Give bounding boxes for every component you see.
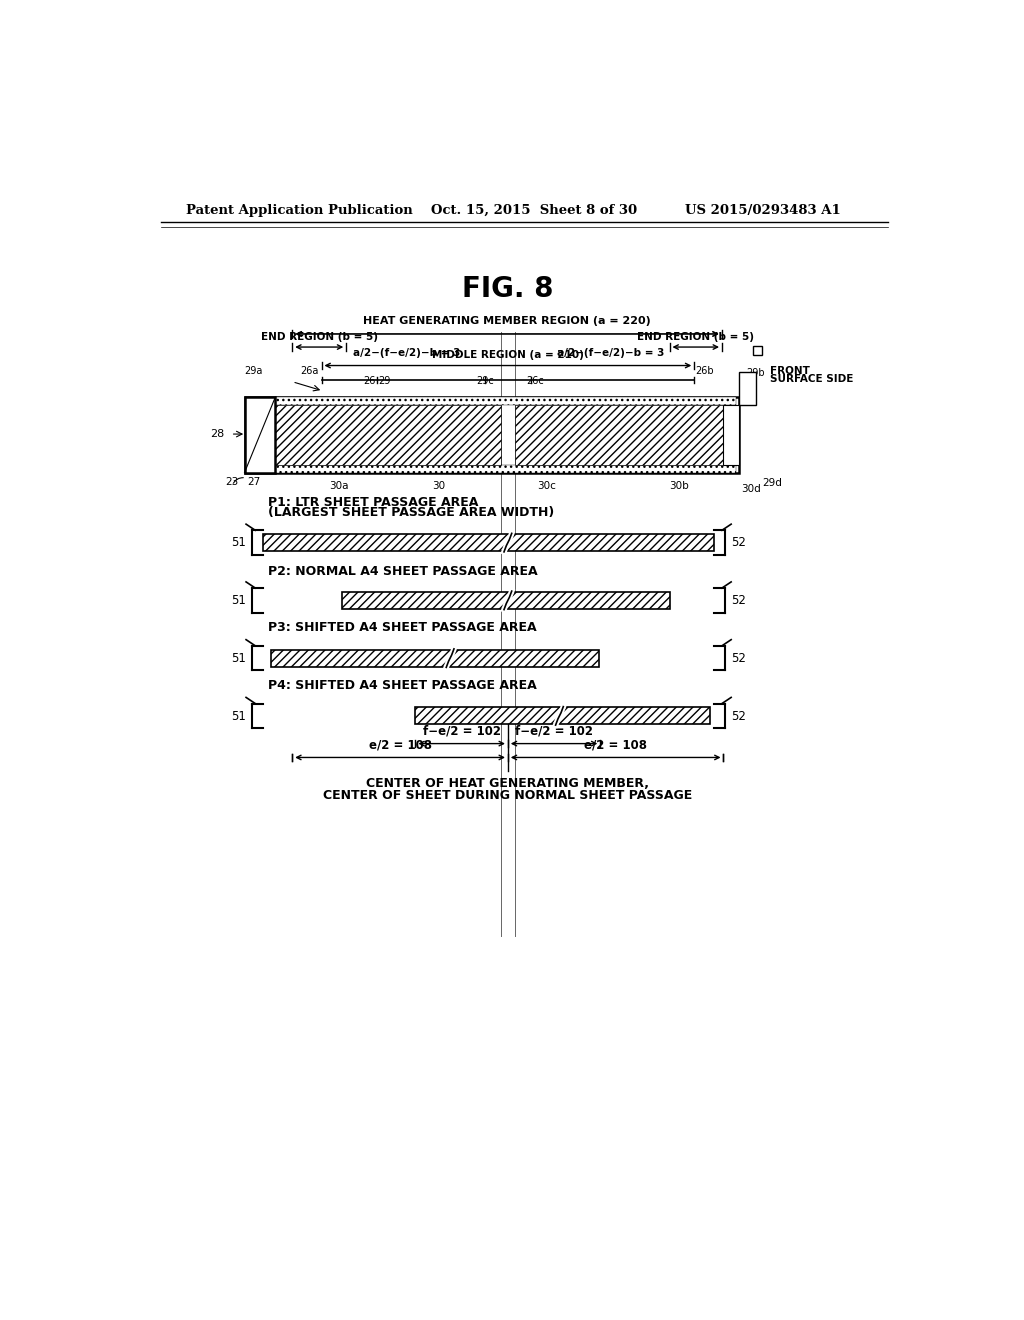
Text: Oct. 15, 2015  Sheet 8 of 30: Oct. 15, 2015 Sheet 8 of 30 [431,205,637,218]
Bar [248,465,736,473]
Bar [271,649,599,667]
Text: 26a: 26a [300,367,318,376]
Text: P1: LTR SHEET PASSAGE AREA: P1: LTR SHEET PASSAGE AREA [267,496,478,508]
Bar [724,405,739,465]
Text: FRONT: FRONT [770,366,810,376]
Text: f−e/2 = 102: f−e/2 = 102 [423,725,501,738]
Bar [515,405,736,465]
Text: e/2 = 108: e/2 = 108 [584,738,647,751]
Text: 26b: 26b [695,367,715,376]
Text: Patent Application Publication: Patent Application Publication [186,205,413,218]
Text: P3: SHIFTED A4 SHEET PASSAGE AREA: P3: SHIFTED A4 SHEET PASSAGE AREA [267,622,537,635]
Bar [753,346,762,355]
Text: 29a: 29a [245,367,263,376]
Bar [245,397,739,473]
Bar [342,591,670,609]
Text: 52: 52 [731,594,746,607]
Text: 30b: 30b [669,480,689,491]
Text: CENTER OF SHEET DURING NORMAL SHEET PASSAGE: CENTER OF SHEET DURING NORMAL SHEET PASS… [324,789,692,803]
Text: (LARGEST SHEET PASSAGE AREA WIDTH): (LARGEST SHEET PASSAGE AREA WIDTH) [267,506,554,519]
Bar [248,397,736,405]
Text: 29: 29 [379,376,391,387]
Text: 26: 26 [364,376,376,387]
Text: US 2015/0293483 A1: US 2015/0293483 A1 [685,205,841,218]
Text: 30a: 30a [329,480,348,491]
Text: MIDDLE REGION (a = 210): MIDDLE REGION (a = 210) [432,350,584,360]
Bar [739,372,756,405]
Text: 29d: 29d [762,478,782,488]
Text: 30d: 30d [741,484,761,495]
Text: HEAT GENERATING MEMBER REGION (a = 220): HEAT GENERATING MEMBER REGION (a = 220) [364,317,651,326]
Text: SURFACE SIDE: SURFACE SIDE [770,374,853,384]
Text: 23: 23 [225,477,239,487]
Text: 30c: 30c [537,480,556,491]
Text: END REGION (b = 5): END REGION (b = 5) [637,331,755,342]
Text: FIG. 8: FIG. 8 [462,276,554,304]
Text: 26c: 26c [526,376,544,387]
Text: e/2 = 108: e/2 = 108 [369,738,431,751]
Text: 51: 51 [231,594,246,607]
Text: 51: 51 [231,710,246,723]
Text: 29b: 29b [746,368,765,378]
Text: P4: SHIFTED A4 SHEET PASSAGE AREA: P4: SHIFTED A4 SHEET PASSAGE AREA [267,678,537,692]
Text: 52: 52 [731,536,746,549]
Text: CENTER OF HEAT GENERATING MEMBER,: CENTER OF HEAT GENERATING MEMBER, [367,776,649,789]
Bar [263,535,714,552]
Text: 30: 30 [432,480,445,491]
Polygon shape [245,397,275,473]
Text: P2: NORMAL A4 SHEET PASSAGE AREA: P2: NORMAL A4 SHEET PASSAGE AREA [267,565,538,578]
Text: 29c: 29c [476,376,494,387]
Text: f−e/2 = 102: f−e/2 = 102 [515,725,593,738]
Bar [248,405,501,465]
Text: 51: 51 [231,536,246,549]
Text: 28: 28 [210,429,224,440]
Text: a/2−(f−e/2)−b = 3: a/2−(f−e/2)−b = 3 [557,348,665,358]
Text: 27: 27 [247,477,260,487]
Text: a/2−(f−e/2)−b = 3: a/2−(f−e/2)−b = 3 [352,348,460,358]
Bar [416,708,710,725]
Text: END REGION (b = 5): END REGION (b = 5) [261,331,378,342]
Text: 52: 52 [731,710,746,723]
Text: 51: 51 [231,652,246,665]
Text: 52: 52 [731,652,746,665]
